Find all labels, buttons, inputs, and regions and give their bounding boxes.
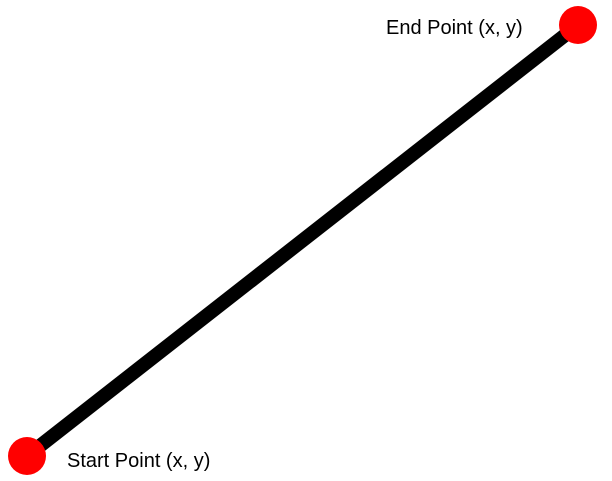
end-point-label: End Point (x, y) — [386, 17, 523, 39]
start-point-label: Start Point (x, y) — [67, 450, 210, 472]
line-segment — [22, 19, 583, 462]
end-point-marker — [559, 6, 597, 44]
start-point-marker — [8, 437, 46, 475]
